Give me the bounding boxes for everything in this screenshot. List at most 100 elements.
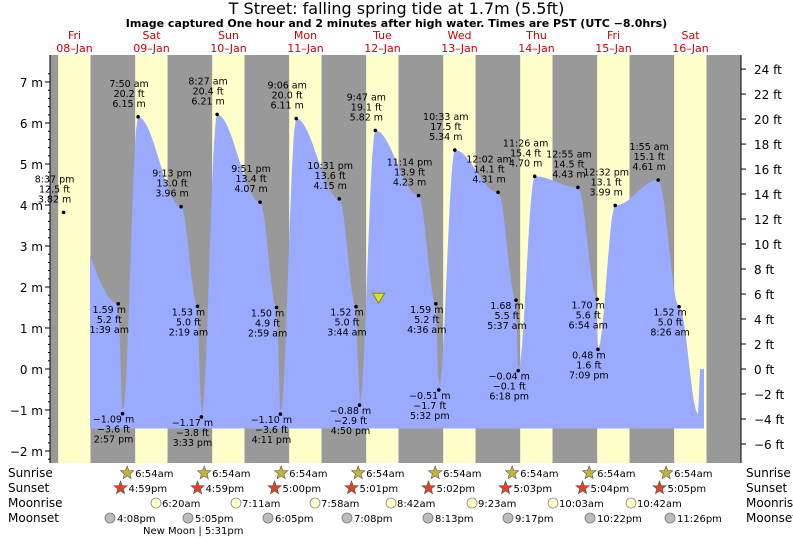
right-tick-label: −2 ft	[754, 388, 785, 402]
sunset-time: 5:05pm	[668, 484, 707, 495]
day-date-label: 16–Jan	[672, 42, 708, 55]
tide-point	[294, 116, 298, 121]
right-tick-label: 14 ft	[754, 188, 782, 202]
moonset-row-label-right: Moonset	[746, 511, 793, 525]
tide-point	[677, 304, 681, 309]
tide-label: −2.9 ft	[334, 416, 367, 427]
moonrise-icon	[385, 497, 397, 509]
day-name-label: Tue	[372, 29, 392, 42]
tide-point	[453, 148, 457, 152]
sunrise-star-icon	[427, 465, 443, 480]
sunrise-star-icon	[196, 465, 212, 480]
right-tick-label: 20 ft	[754, 113, 782, 127]
moonset-icon	[664, 512, 676, 524]
sunset-row-label: Sunset	[8, 481, 49, 495]
tide-label: 1.68 m	[490, 301, 523, 312]
moonrise-icon	[230, 497, 242, 509]
day-date-label: 12–Jan	[364, 42, 400, 55]
tide-label: 10:31 pm	[307, 161, 353, 172]
moonrise-time: 7:11am	[242, 499, 280, 510]
tide-point	[656, 178, 660, 182]
tide-point	[576, 185, 580, 190]
tide-label: −3.8 ft	[176, 428, 209, 439]
moonrise-icon	[547, 497, 559, 509]
tide-label: −3.6 ft	[97, 425, 130, 436]
right-tick-label: 8 ft	[754, 263, 774, 277]
sunrise-star-icon	[581, 465, 597, 480]
tide-label: 5.2 ft	[414, 315, 439, 326]
left-tick-label: −1 m	[10, 404, 43, 418]
tide-label: −0.04 m	[489, 372, 530, 383]
tide-point	[120, 411, 125, 416]
sunrise-star-icon	[350, 465, 366, 480]
axes: −2 m −1 m 0 m 1 m 2 m 3 m 4 m 5 m 6 m 7 m −6 ft −4 …	[10, 55, 785, 463]
tide-label: −0.88 m	[330, 406, 371, 417]
tide-point	[436, 388, 441, 392]
tide-label: 4.61 m	[632, 162, 665, 173]
tide-label: 4:50 pm	[331, 426, 371, 437]
day-name-label: Wed	[448, 29, 472, 42]
sunset-star-icon	[344, 480, 360, 495]
tide-label: 1.50 m	[251, 309, 284, 320]
tide-label: 10:33 am	[423, 112, 468, 123]
tide-label: 5.6 ft	[576, 310, 601, 321]
tide-label: 5.5 ft	[495, 311, 520, 322]
left-tick-label: 1 m	[20, 322, 43, 336]
tide-label: −1.7 ft	[413, 401, 446, 412]
tide-point	[215, 112, 219, 117]
tide-label: 4.9 ft	[255, 319, 280, 330]
sunrise-time: 6:54am	[443, 469, 481, 480]
day-date-label: 15–Jan	[595, 42, 631, 55]
sunrise-star-icon	[119, 465, 135, 480]
sunrise-time: 6:54am	[289, 469, 327, 480]
current-level-marker	[371, 292, 386, 305]
day-name-label: Sat	[142, 29, 161, 42]
sunset-star-icon	[575, 480, 591, 495]
tide-label: 20.0 ft	[272, 90, 303, 101]
moonrise-time: 8:42am	[397, 499, 435, 510]
tide-label: 11:26 am	[503, 138, 548, 149]
moonrise-time: 9:23am	[478, 499, 516, 510]
tide-label: 8:37 pm	[35, 174, 75, 185]
tide-label: 8:26 am	[650, 328, 689, 339]
tide-label: 14.5 ft	[553, 159, 584, 170]
day-labels: Fri08–JanSat09–JanSun10–JanMon11–JanTue1…	[56, 29, 708, 55]
sunrise-time: 6:54am	[674, 469, 712, 480]
moonrise-row-label-right: Moonrise	[746, 496, 793, 510]
moonrise-row-label: Moonrise	[8, 496, 63, 510]
day-date-label: 09–Jan	[133, 42, 169, 55]
tide-label: 12:32 pm	[583, 167, 629, 178]
tide-label: 3:33 pm	[173, 438, 213, 449]
moonset-icon	[341, 512, 353, 524]
tide-point	[179, 204, 183, 209]
sunset-row-label-right: Sunset	[746, 481, 787, 495]
moonset-time: 5:05pm	[195, 514, 234, 525]
tide-label: 1:55 am	[629, 142, 668, 153]
moonrise-time: 10:03am	[559, 499, 604, 510]
day-name-label: Fri	[68, 29, 81, 42]
tide-label: 13.9 ft	[394, 168, 425, 179]
moonrise-icon	[309, 497, 321, 509]
tide-label: 13.4 ft	[236, 174, 267, 185]
moonset-icon	[262, 512, 274, 524]
sunrise-time: 6:54am	[366, 469, 404, 480]
tide-label: 0.48 m	[572, 350, 605, 361]
sunset-star-icon	[421, 480, 437, 495]
sunset-time: 4:59pm	[206, 484, 245, 495]
tide-label: 3:44 am	[327, 328, 366, 339]
day-band	[58, 55, 91, 463]
tide-label: 12:02 am	[466, 154, 511, 165]
right-tick-label: 2 ft	[754, 338, 774, 352]
sunset-time: 4:59pm	[129, 484, 168, 495]
tide-label: 5.82 m	[350, 112, 383, 123]
tide-label: 17.5 ft	[430, 122, 461, 133]
tide-curve	[90, 114, 704, 429]
tide-label: 1.6 ft	[576, 360, 601, 371]
moonrise-time: 6:20am	[162, 499, 200, 510]
day-date-label: 08–Jan	[56, 42, 92, 55]
left-tick-label: 0 m	[20, 363, 43, 377]
sunrise-time: 6:54am	[212, 469, 250, 480]
sunrise-star-icon	[658, 465, 674, 480]
tide-label: 19.1 ft	[351, 102, 382, 113]
